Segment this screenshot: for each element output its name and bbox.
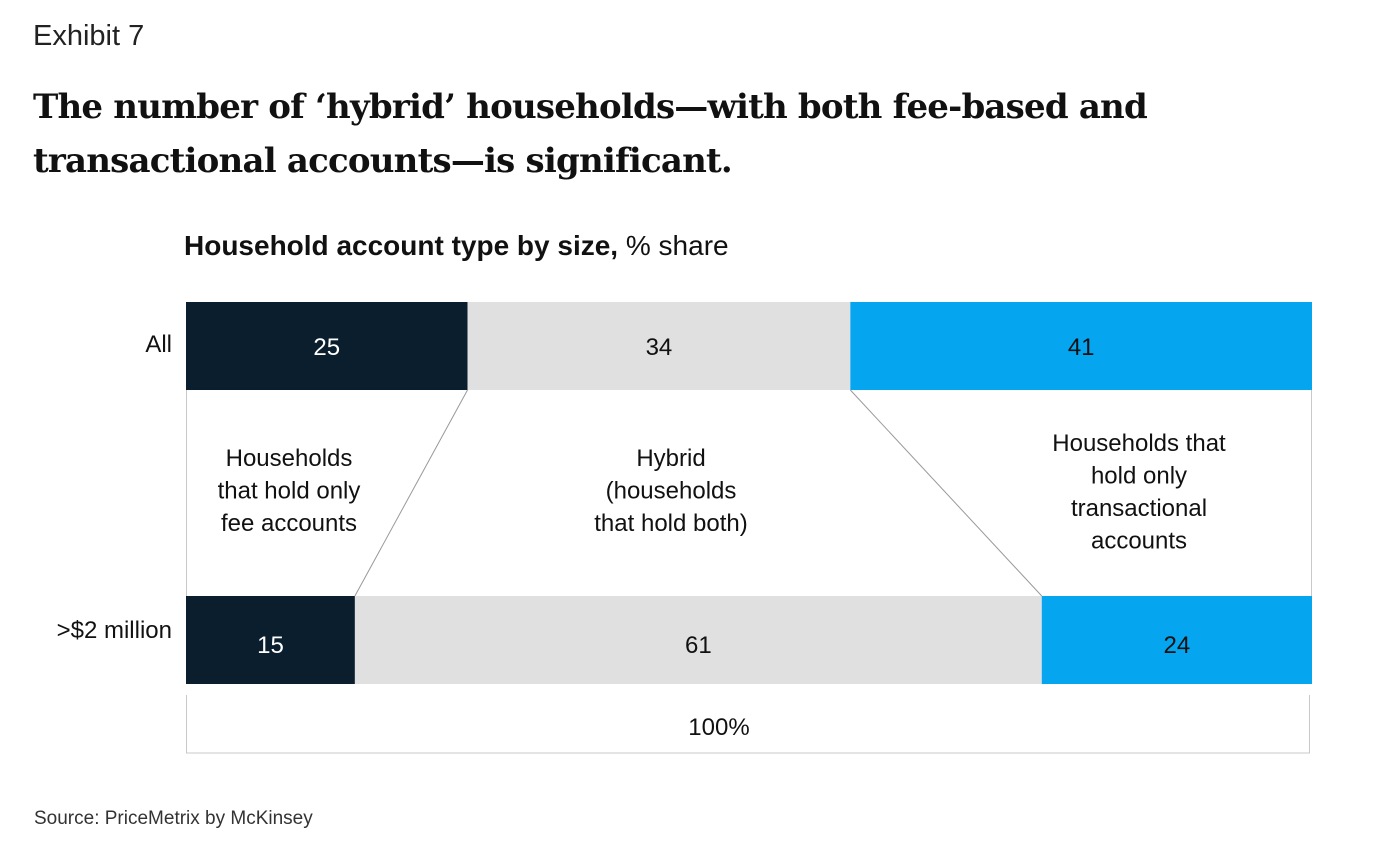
- data-label-fee-1: 15: [257, 632, 284, 659]
- segment-description-1: Hybrid (households that hold both): [594, 445, 747, 537]
- row-label-1: >$2 million: [57, 617, 172, 644]
- segment-description-line: accounts: [1091, 528, 1187, 555]
- data-label-transactional-0: 41: [1068, 334, 1095, 361]
- exhibit-label: Exhibit 7: [33, 20, 145, 52]
- bar-hybrid-0: [467, 302, 851, 390]
- segment-description-line: that hold only: [218, 478, 361, 505]
- bar-hybrid-1: [354, 596, 1042, 684]
- segment-description-2: Households that hold only transactional acc…: [1052, 430, 1226, 555]
- bar-transactional-0: [850, 302, 1312, 390]
- data-label-transactional-1: 24: [1164, 632, 1191, 659]
- bar-fee-0: [186, 302, 468, 390]
- bar-transactional-1: [1041, 596, 1312, 684]
- source-note: Source: PriceMetrix by McKinsey: [34, 808, 313, 829]
- segment-description-line: Households: [226, 445, 353, 472]
- bar-fee-1: [186, 596, 355, 684]
- headline: The number of ‘hybrid’ households—with b…: [33, 87, 1148, 181]
- chart-title: Household account type by size, % share: [184, 230, 729, 262]
- total-bracket: [186, 695, 1310, 754]
- row-label-0: All: [145, 331, 172, 358]
- segment-description-line: that hold both): [594, 510, 747, 537]
- total-label: 100%: [688, 714, 749, 741]
- data-label-fee-0: 25: [313, 334, 340, 361]
- connector-line-2: [849, 389, 1043, 597]
- segment-description-line: fee accounts: [221, 510, 357, 537]
- data-label-hybrid-0: 34: [646, 334, 673, 361]
- segment-description-line: hold only: [1091, 463, 1187, 490]
- chart-title-bold: Household account type by size,: [184, 230, 619, 261]
- data-label-hybrid-1: 61: [685, 632, 712, 659]
- connector-line-1: [354, 389, 468, 597]
- segment-description-line: (households: [606, 478, 737, 505]
- segment-description-line: Hybrid: [636, 445, 705, 472]
- chart-title-unit: % share: [625, 230, 729, 261]
- segment-description-line: transactional: [1071, 495, 1207, 522]
- segment-description-line: Households that: [1052, 430, 1226, 457]
- segment-description-0: Households that hold only fee accounts: [218, 445, 361, 537]
